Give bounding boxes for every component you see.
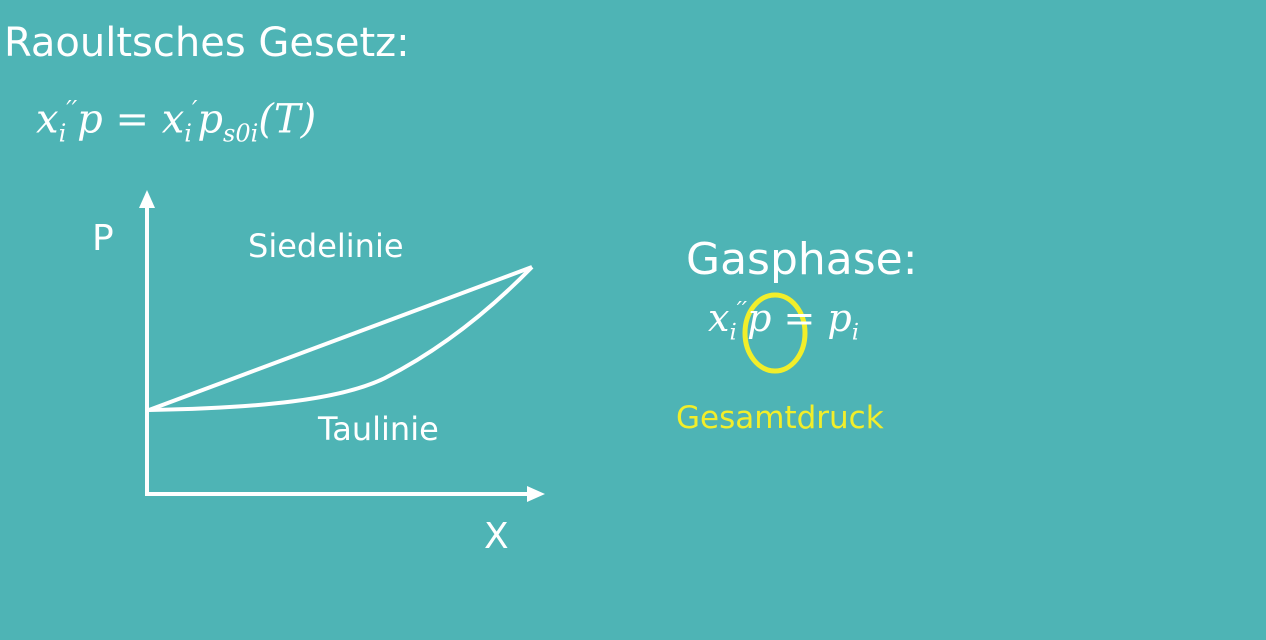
formula-lhs-sup: ′′ <box>66 96 78 124</box>
siedelinie-label: Siedelinie <box>248 227 404 265</box>
formula-rhs-sup: ′ <box>191 96 198 124</box>
gas-formula-rhs-sub: i <box>851 319 860 346</box>
gas-formula-sub: i <box>729 319 737 346</box>
gas-formula-equals: = <box>771 296 828 340</box>
slide-title: Raoultsches Gesetz: <box>4 20 410 66</box>
formula-lhs-p: p <box>77 96 103 143</box>
formula-rhs-p: p <box>197 96 224 143</box>
formula-rhs-sub: i <box>184 119 192 148</box>
x-axis-label: X <box>484 516 509 557</box>
gesamtdruck-label: Gesamtdruck <box>676 400 884 436</box>
gas-phase-title: Gasphase: <box>686 234 918 285</box>
highlight-circle <box>742 292 808 374</box>
gas-formula-x: x <box>708 296 730 340</box>
x-axis-arrowhead <box>527 486 545 502</box>
formula-lhs-x: x <box>36 96 59 143</box>
formula-rhs-p-sub: s0i <box>223 119 259 148</box>
formula-rhs-arg: (T) <box>258 96 317 143</box>
gas-formula-rhs-p: p <box>827 296 852 340</box>
taulinie-curve <box>148 265 534 412</box>
gas-phase-formula: xi′′p = pi <box>708 296 859 346</box>
formula-rhs-x: x <box>161 96 185 143</box>
taulinie-label: Taulinie <box>318 410 439 448</box>
gas-formula-p: p <box>747 296 772 340</box>
siedelinie-curve <box>148 265 533 412</box>
gas-formula-sup: ′′ <box>736 297 748 324</box>
formula-lhs-sub: i <box>58 119 67 148</box>
formula-equals: = <box>102 96 162 143</box>
raoult-formula: xi′′p = xi′ps0i(T) <box>36 96 316 147</box>
y-axis-label: P <box>92 218 114 259</box>
y-axis-arrowhead <box>139 190 155 208</box>
